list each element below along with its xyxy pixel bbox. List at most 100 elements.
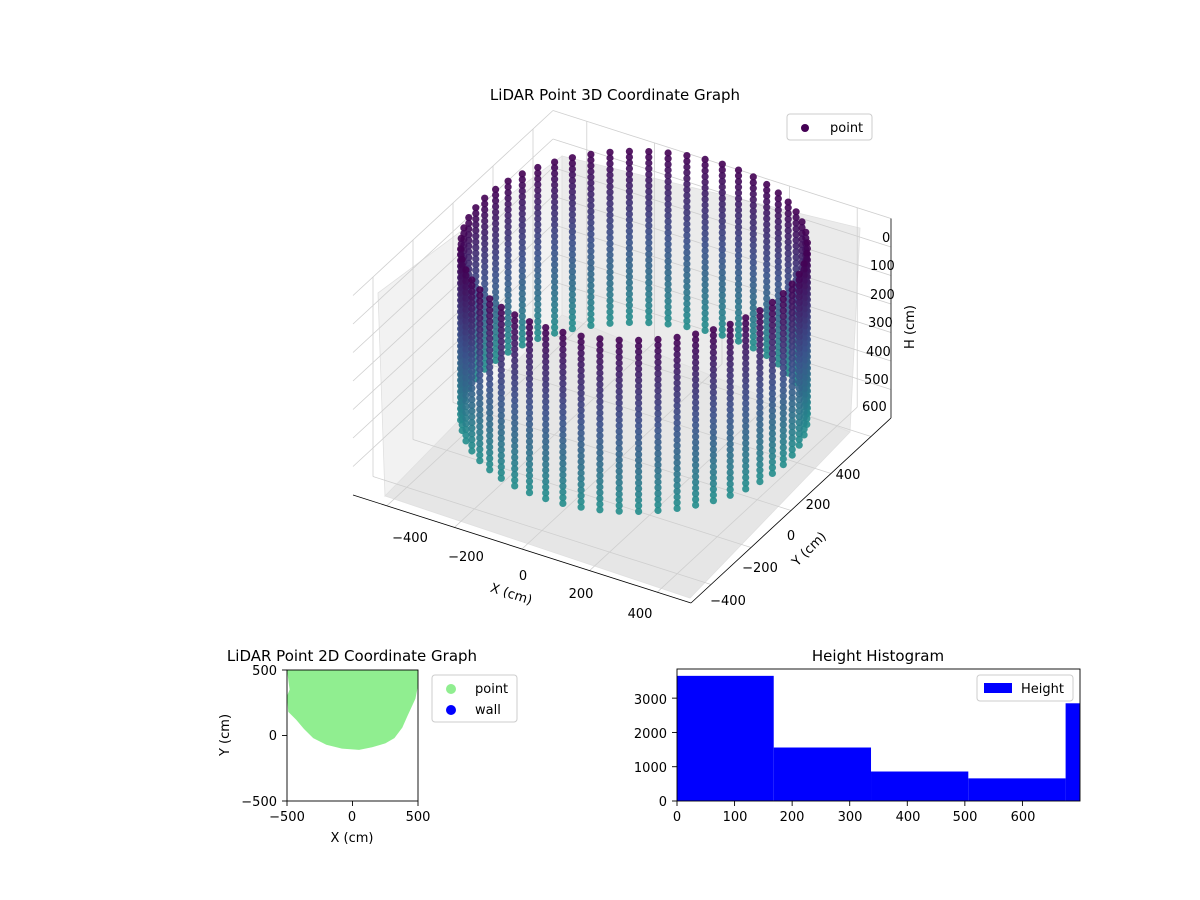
- scatter-point-3d: [742, 365, 750, 373]
- scatter-point-3d: [481, 280, 489, 288]
- scatter-point-3d: [606, 205, 614, 213]
- grid-line: [452, 402, 792, 511]
- scatter-point-3d: [673, 333, 681, 341]
- scatter-point-3d: [511, 408, 519, 416]
- scatter-point-3d: [788, 423, 796, 431]
- scatter-point-3d: [615, 405, 623, 413]
- scatter-point-3d: [497, 457, 505, 465]
- scatter-point-3d: [673, 390, 681, 398]
- scatter-point-3d: [795, 344, 803, 352]
- scatter-point-3d: [625, 301, 634, 309]
- scatter-point-3d: [462, 346, 470, 354]
- scatter-point-3d: [606, 154, 614, 162]
- scatter-point-3d: [683, 152, 691, 160]
- scatter-point-3d: [779, 398, 787, 406]
- scatter-point-3d: [664, 269, 672, 277]
- scatter-point-3d: [504, 189, 512, 197]
- scatter-point-3d: [577, 435, 585, 443]
- scatter-point-3d: [497, 372, 505, 380]
- scatter-point-3d: [635, 445, 643, 453]
- scatter-point-3d: [542, 466, 550, 474]
- scatter-point-3d: [645, 205, 653, 213]
- scatter-point-3d: [568, 262, 577, 270]
- scatter-point-3d: [534, 289, 542, 297]
- scatter-point-3d: [497, 332, 505, 340]
- scatter-point-3d: [472, 232, 480, 240]
- scatter-point-3d: [606, 239, 614, 248]
- scatter-point-3d: [763, 215, 771, 223]
- scatter-point-3d: [525, 329, 534, 337]
- scatter-point-3d: [795, 413, 803, 421]
- scatter-point-3d: [587, 236, 595, 244]
- scatter-point-3d: [718, 251, 726, 259]
- scatter-point-3d: [518, 221, 526, 229]
- scatter-point-3d: [492, 237, 500, 245]
- histogram-bar: [773, 747, 872, 801]
- y-tick-label: −200: [742, 561, 778, 576]
- scatter-point-3d: [606, 182, 614, 191]
- scatter-point-3d: [606, 262, 614, 270]
- scatter-point-3d: [664, 160, 672, 168]
- scatter-point-3d: [784, 244, 792, 252]
- scatter-point-3d: [481, 194, 489, 202]
- scatter-point-3d: [492, 305, 500, 313]
- scatter-point-3d: [460, 224, 468, 232]
- scatter-point-3d: [763, 272, 771, 280]
- scatter-point-3d: [788, 291, 796, 300]
- scatter-point-3d: [749, 258, 757, 266]
- scatter-point-3d: [525, 443, 534, 451]
- scatter-point-3d: [635, 467, 643, 476]
- scatter-point-3d: [709, 405, 718, 414]
- scatter-point-3d: [587, 207, 595, 215]
- scatter-point-3d: [726, 349, 734, 357]
- scatter-point-3d: [709, 383, 718, 391]
- scatter-point-3d: [525, 432, 534, 440]
- scatter-point-3d: [645, 279, 653, 287]
- scatter-point-3d: [742, 456, 750, 464]
- scatter-point-3d: [542, 363, 550, 372]
- scatter-point-3d: [559, 488, 567, 496]
- scatter-point-3d: [606, 296, 614, 305]
- scatter-point-3d: [734, 326, 743, 334]
- scatter-point-3d: [468, 276, 476, 284]
- scatter-point-3d: [468, 333, 476, 341]
- scatter-point-3d: [462, 334, 470, 342]
- scatter-point-3d: [788, 309, 796, 317]
- scatter-point-3d: [742, 337, 750, 345]
- scatter-point-3d: [756, 341, 764, 349]
- scatter-point-3d: [726, 463, 734, 471]
- scatter-point-3d: [709, 491, 718, 499]
- legend-label-height: Height: [1021, 682, 1064, 697]
- scatter-point-3d: [486, 426, 494, 434]
- scatter-point-3d: [568, 199, 577, 207]
- scatter-point-3d: [542, 398, 550, 406]
- scatter-point-3d: [468, 310, 476, 318]
- scatter-point-3d: [635, 399, 643, 407]
- scatter-point-3d: [615, 490, 623, 498]
- scatter-point-3d: [718, 325, 726, 334]
- scatter-point-3d: [559, 414, 567, 422]
- scatter-point-3d: [525, 489, 534, 497]
- scatter-point-3d: [788, 366, 796, 374]
- scatter-point-3d: [692, 478, 700, 486]
- scatter-point-3d: [497, 423, 505, 431]
- scatter-point-3d: [492, 288, 500, 296]
- scatter-point-3d: [756, 358, 764, 366]
- scatter-point-3d: [701, 321, 709, 329]
- scatter-point-3d: [559, 340, 567, 348]
- scatter-point-3d: [734, 274, 743, 282]
- scatter-point-3d: [692, 404, 700, 412]
- scatter-point-3d: [635, 359, 643, 367]
- scatter-point-3d: [701, 172, 709, 181]
- scatter-point-3d: [468, 361, 476, 370]
- y-tick-label: 3000: [634, 693, 667, 708]
- scatter-point-3d: [551, 261, 559, 269]
- scatter-point-3d: [774, 235, 782, 243]
- scatter-point-3d: [587, 293, 595, 301]
- scatter-point-3d: [635, 456, 643, 464]
- scatter-point-3d: [726, 377, 734, 385]
- scatter-point-3d: [654, 472, 662, 480]
- scatter-point-3d: [742, 342, 750, 350]
- scatter-point-3d: [492, 214, 500, 222]
- scatter-point-3d: [568, 285, 577, 293]
